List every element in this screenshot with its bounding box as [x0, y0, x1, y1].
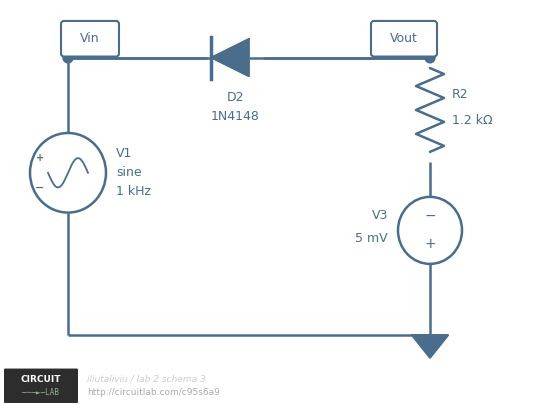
Text: Vin: Vin [80, 32, 100, 45]
Text: −: − [35, 182, 45, 192]
Text: +: + [424, 237, 436, 251]
Text: iliutaliviu / lab 2 schema 3: iliutaliviu / lab 2 schema 3 [87, 374, 206, 383]
Text: http://circuitlab.com/c95s6a9: http://circuitlab.com/c95s6a9 [87, 388, 220, 397]
Text: CIRCUIT: CIRCUIT [21, 375, 61, 384]
Text: Vout: Vout [390, 32, 418, 45]
Circle shape [425, 52, 435, 63]
Text: −: − [424, 209, 436, 223]
FancyBboxPatch shape [371, 21, 437, 57]
Circle shape [63, 52, 73, 63]
Text: sine: sine [116, 166, 141, 179]
Polygon shape [412, 335, 448, 358]
Text: 5 mV: 5 mV [355, 232, 388, 245]
Text: +: + [36, 153, 44, 163]
Text: —∼—►—LAB: —∼—►—LAB [23, 388, 59, 397]
FancyBboxPatch shape [61, 21, 119, 57]
Text: 1.2 kΩ: 1.2 kΩ [452, 114, 492, 127]
Text: 1 kHz: 1 kHz [116, 185, 151, 198]
Text: V1: V1 [116, 147, 132, 160]
Text: V3: V3 [372, 209, 388, 222]
Text: R2: R2 [452, 88, 469, 101]
Text: D2: D2 [226, 91, 244, 104]
FancyBboxPatch shape [4, 369, 78, 403]
Text: 1N4148: 1N4148 [211, 110, 259, 123]
Polygon shape [211, 39, 249, 77]
